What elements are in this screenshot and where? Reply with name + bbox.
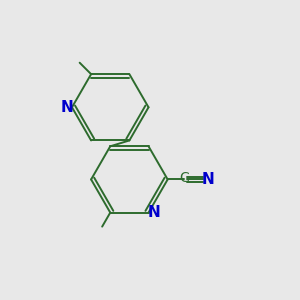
Text: N: N bbox=[202, 172, 215, 187]
Text: N: N bbox=[148, 205, 160, 220]
Text: C: C bbox=[179, 171, 189, 185]
Text: N: N bbox=[60, 100, 73, 115]
